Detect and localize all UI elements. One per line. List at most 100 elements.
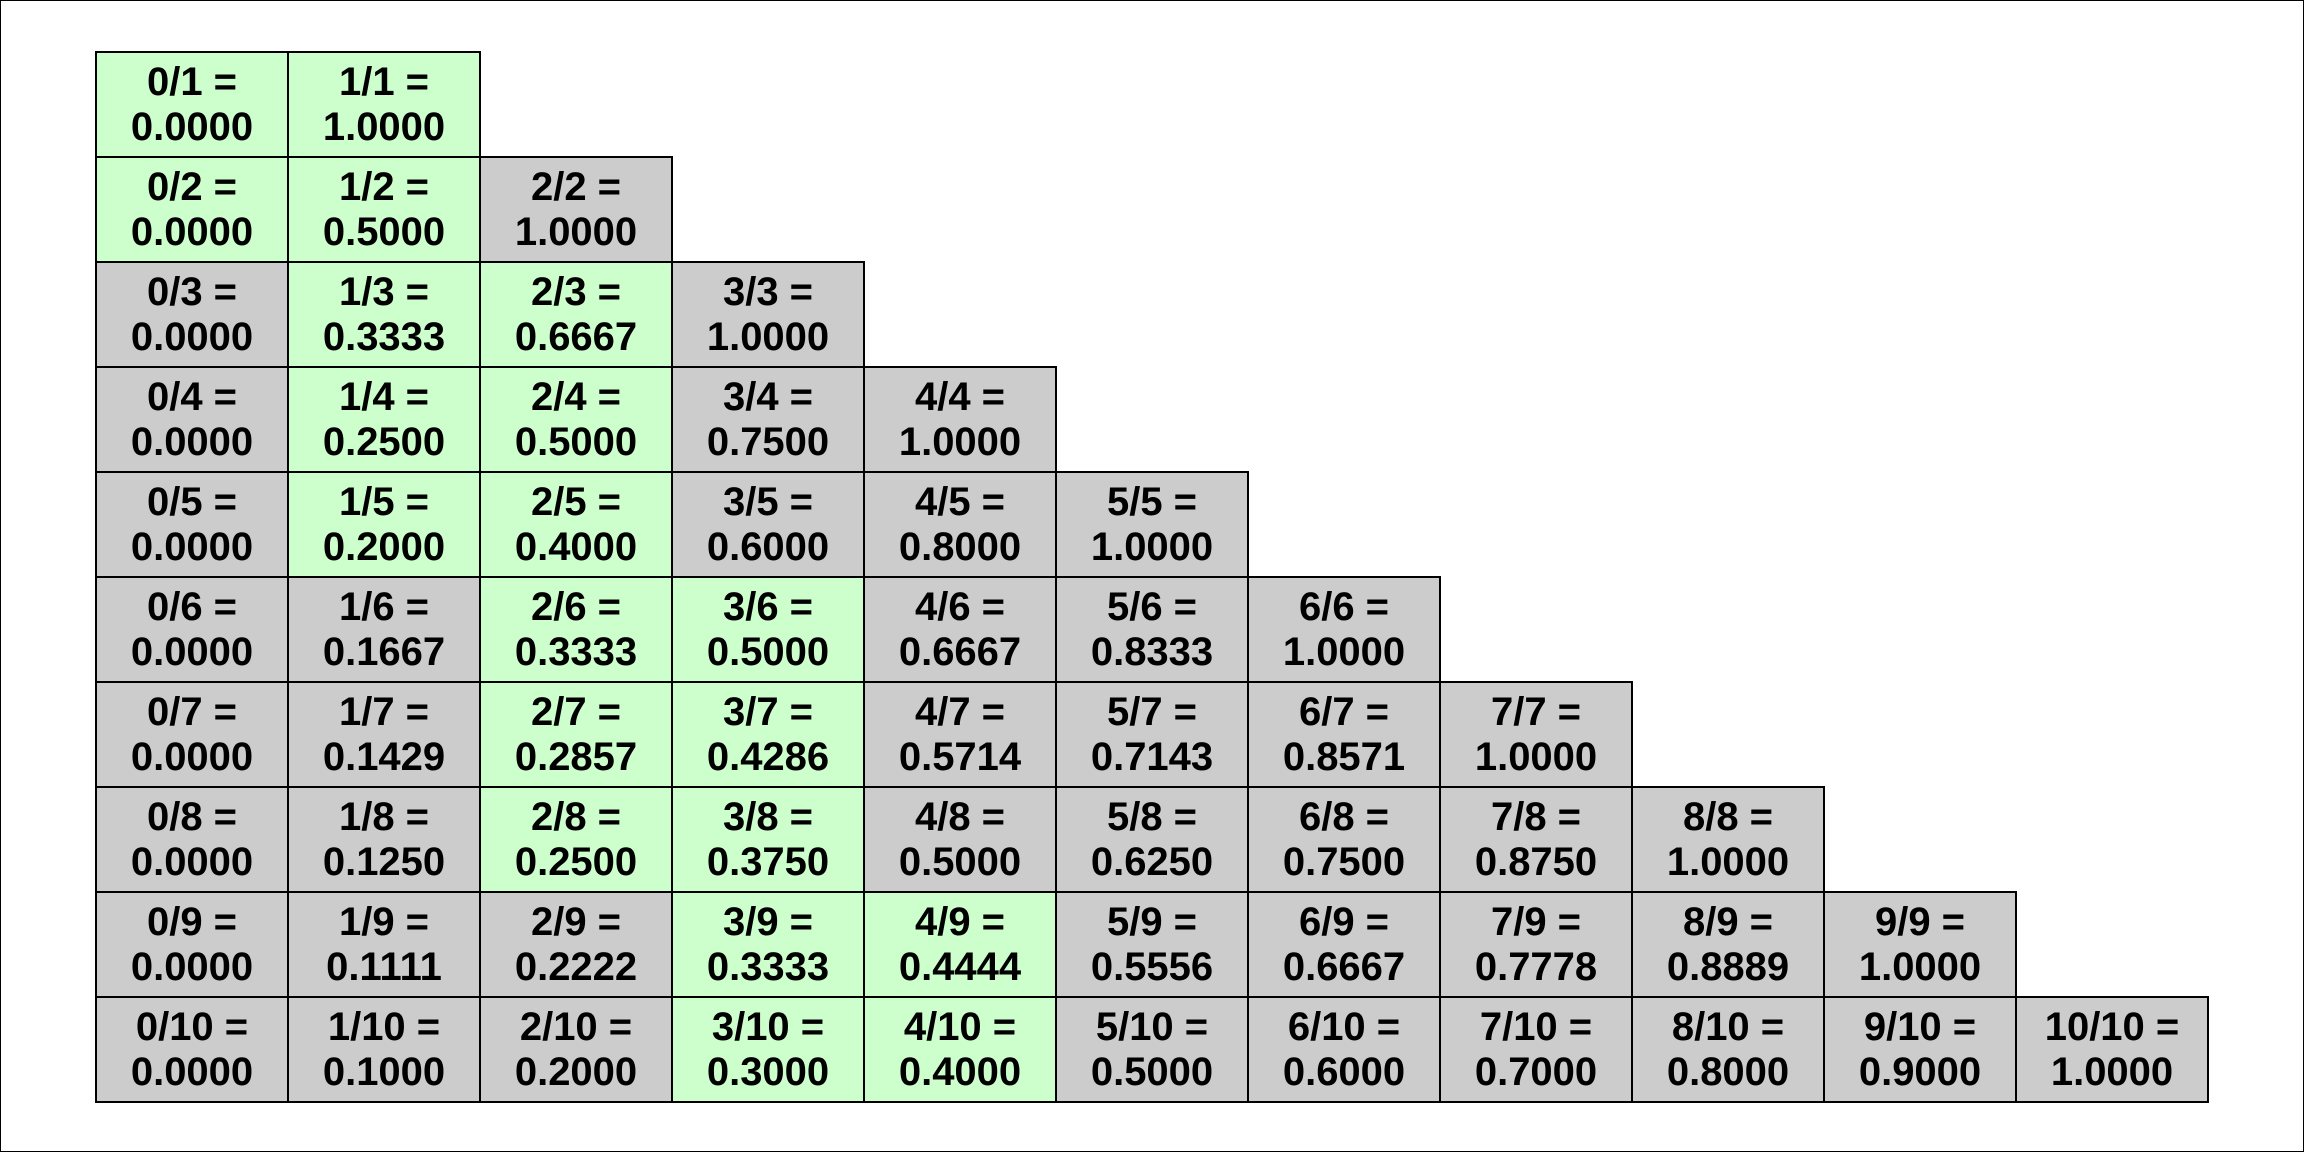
cell: 2/9 = 0.2222 (479, 891, 673, 998)
cell: 0/8 = 0.0000 (95, 786, 289, 893)
decimal: 0.8333 (1090, 629, 1214, 674)
cell: 2/6 = 0.3333 (479, 576, 673, 683)
fraction: 2/6 = (530, 584, 622, 629)
cell: 3/6 = 0.5000 (671, 576, 865, 683)
decimal: 0.1111 (326, 944, 442, 989)
fraction: 4/10 = (903, 1004, 1017, 1049)
cell: 0/10 = 0.0000 (95, 996, 289, 1103)
fraction: 5/8 = (1106, 794, 1198, 839)
decimal: 0.2000 (322, 524, 446, 569)
fraction: 8/10 = (1671, 1004, 1785, 1049)
decimal: 0.2500 (322, 419, 446, 464)
cell: 6/9 = 0.6667 (1247, 891, 1441, 998)
fraction: 2/5 = (530, 479, 622, 524)
cell: 0/2 = 0.0000 (95, 156, 289, 263)
decimal: 0.6250 (1090, 839, 1214, 884)
fraction: 3/8 = (722, 794, 814, 839)
decimal: 0.1667 (322, 629, 446, 674)
decimal: 0.6000 (1282, 1049, 1406, 1094)
cell: 0/3 = 0.0000 (95, 261, 289, 368)
cell: 5/8 = 0.6250 (1055, 786, 1249, 893)
decimal: 0.8750 (1474, 839, 1598, 884)
decimal: 0.1000 (322, 1049, 446, 1094)
decimal: 0.8889 (1666, 944, 1790, 989)
fraction: 2/8 = (530, 794, 622, 839)
fraction: 3/7 = (722, 689, 814, 734)
decimal: 0.3750 (706, 839, 830, 884)
fraction: 7/8 = (1490, 794, 1582, 839)
fraction: 1/2 = (338, 164, 430, 209)
fraction: 1/1 = (338, 59, 430, 104)
cell: 2/7 = 0.2857 (479, 681, 673, 788)
fraction: 4/6 = (914, 584, 1006, 629)
cell: 2/8 = 0.2500 (479, 786, 673, 893)
decimal: 0.3000 (706, 1049, 830, 1094)
fraction: 2/4 = (530, 374, 622, 419)
fraction: 2/9 = (530, 899, 622, 944)
decimal: 0.9000 (1858, 1049, 1982, 1094)
fraction: 4/8 = (914, 794, 1006, 839)
decimal: 0.1250 (322, 839, 446, 884)
fraction: 6/9 = (1298, 899, 1390, 944)
decimal: 0.0000 (130, 1049, 254, 1094)
decimal: 0.7500 (706, 419, 830, 464)
fraction: 8/8 = (1682, 794, 1774, 839)
cell: 3/9 = 0.3333 (671, 891, 865, 998)
fraction: 1/6 = (338, 584, 430, 629)
cell: 1/5 = 0.2000 (287, 471, 481, 578)
decimal: 0.5000 (514, 419, 638, 464)
fraction: 0/4 = (146, 374, 238, 419)
fraction: 5/9 = (1106, 899, 1198, 944)
cell: 5/5 = 1.0000 (1055, 471, 1249, 578)
decimal: 0.0000 (130, 524, 254, 569)
decimal: 0.4000 (514, 524, 638, 569)
cell: 2/10 = 0.2000 (479, 996, 673, 1103)
decimal: 1.0000 (1666, 839, 1790, 884)
cell: 4/4 = 1.0000 (863, 366, 1057, 473)
cell: 0/7 = 0.0000 (95, 681, 289, 788)
cell: 3/5 = 0.6000 (671, 471, 865, 578)
cell: 0/1 = 0.0000 (95, 51, 289, 158)
cell: 3/8 = 0.3750 (671, 786, 865, 893)
fraction: 1/3 = (338, 269, 430, 314)
decimal: 0.0000 (130, 314, 254, 359)
fraction: 2/2 = (530, 164, 622, 209)
cell: 8/8 = 1.0000 (1631, 786, 1825, 893)
fraction: 5/5 = (1106, 479, 1198, 524)
cell: 2/3 = 0.6667 (479, 261, 673, 368)
decimal: 1.0000 (322, 104, 446, 149)
decimal: 1.0000 (1474, 734, 1598, 779)
fraction: 6/7 = (1298, 689, 1390, 734)
cell: 0/4 = 0.0000 (95, 366, 289, 473)
decimal: 0.2222 (514, 944, 638, 989)
fraction: 0/2 = (146, 164, 238, 209)
cell: 1/7 = 0.1429 (287, 681, 481, 788)
cell: 1/10 = 0.1000 (287, 996, 481, 1103)
cell: 1/6 = 0.1667 (287, 576, 481, 683)
decimal: 0.6000 (706, 524, 830, 569)
decimal: 1.0000 (898, 419, 1022, 464)
cell: 8/9 = 0.8889 (1631, 891, 1825, 998)
cell: 4/10 = 0.4000 (863, 996, 1057, 1103)
decimal: 0.3333 (706, 944, 830, 989)
fraction: 1/9 = (338, 899, 430, 944)
cell: 2/5 = 0.4000 (479, 471, 673, 578)
fraction: 1/7 = (338, 689, 430, 734)
decimal: 0.7778 (1474, 944, 1598, 989)
cell: 8/10 = 0.8000 (1631, 996, 1825, 1103)
cell: 2/2 = 1.0000 (479, 156, 673, 263)
fraction: 1/10 = (327, 1004, 441, 1049)
cell: 5/6 = 0.8333 (1055, 576, 1249, 683)
decimal: 0.5000 (898, 839, 1022, 884)
cell: 7/9 = 0.7778 (1439, 891, 1633, 998)
fraction: 9/10 = (1863, 1004, 1977, 1049)
decimal: 0.4444 (898, 944, 1022, 989)
decimal: 0.0000 (130, 419, 254, 464)
decimal: 1.0000 (1858, 944, 1982, 989)
decimal: 0.7000 (1474, 1049, 1598, 1094)
cell: 10/10 = 1.0000 (2015, 996, 2209, 1103)
decimal: 0.0000 (130, 944, 254, 989)
cell: 0/5 = 0.0000 (95, 471, 289, 578)
decimal: 0.7500 (1282, 839, 1406, 884)
cell: 6/6 = 1.0000 (1247, 576, 1441, 683)
